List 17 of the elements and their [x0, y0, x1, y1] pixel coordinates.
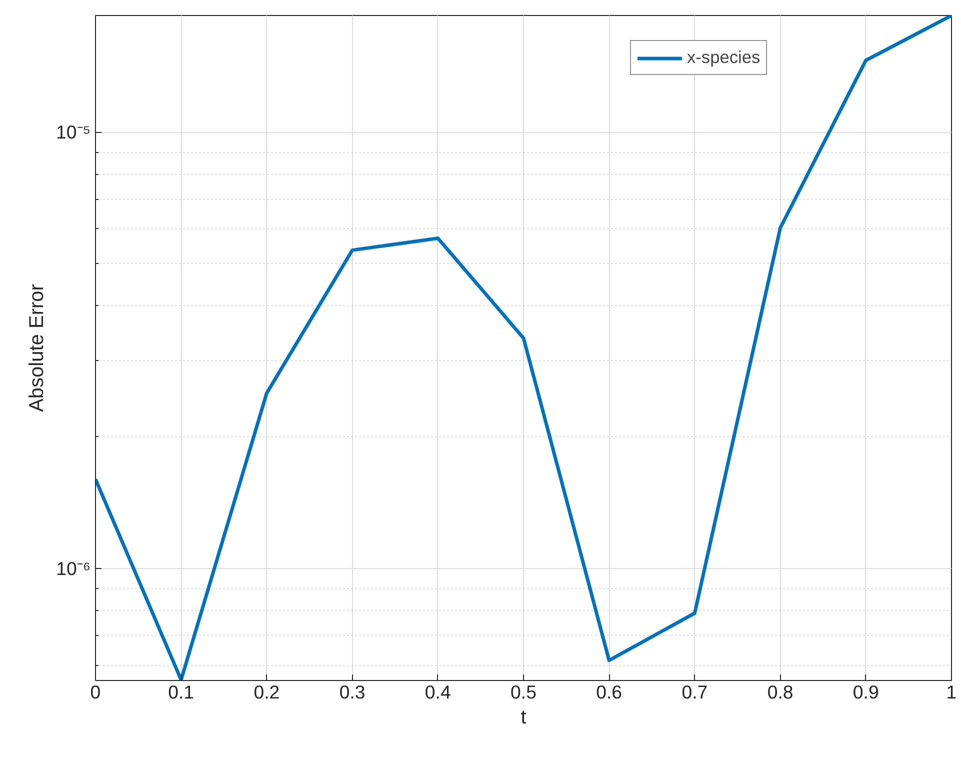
x-tick-label: 0.6 [596, 682, 622, 702]
y-tick-label: 10⁻⁶ [56, 558, 91, 579]
legend-label: x-species [687, 47, 760, 68]
x-tick-label: 0.7 [682, 682, 708, 702]
x-tick-label: 0.3 [339, 682, 366, 702]
x-tick-label: 0 [90, 682, 101, 702]
x-tick-label: 1 [946, 682, 957, 702]
x-tick-label: 0.5 [510, 682, 536, 702]
y-axis-title: Absolute Error [26, 284, 48, 412]
line-series [96, 16, 952, 680]
x-tick-label: 0.8 [767, 682, 794, 702]
x-axis-title: t [520, 706, 527, 728]
x-tick-label: 0.1 [168, 682, 194, 702]
x-tick-label: 0.4 [424, 682, 451, 702]
y-tick-label: 10⁻⁵ [56, 122, 91, 143]
x-tick-label: 0.9 [852, 682, 879, 702]
x-tick-label: 0.2 [254, 682, 280, 702]
